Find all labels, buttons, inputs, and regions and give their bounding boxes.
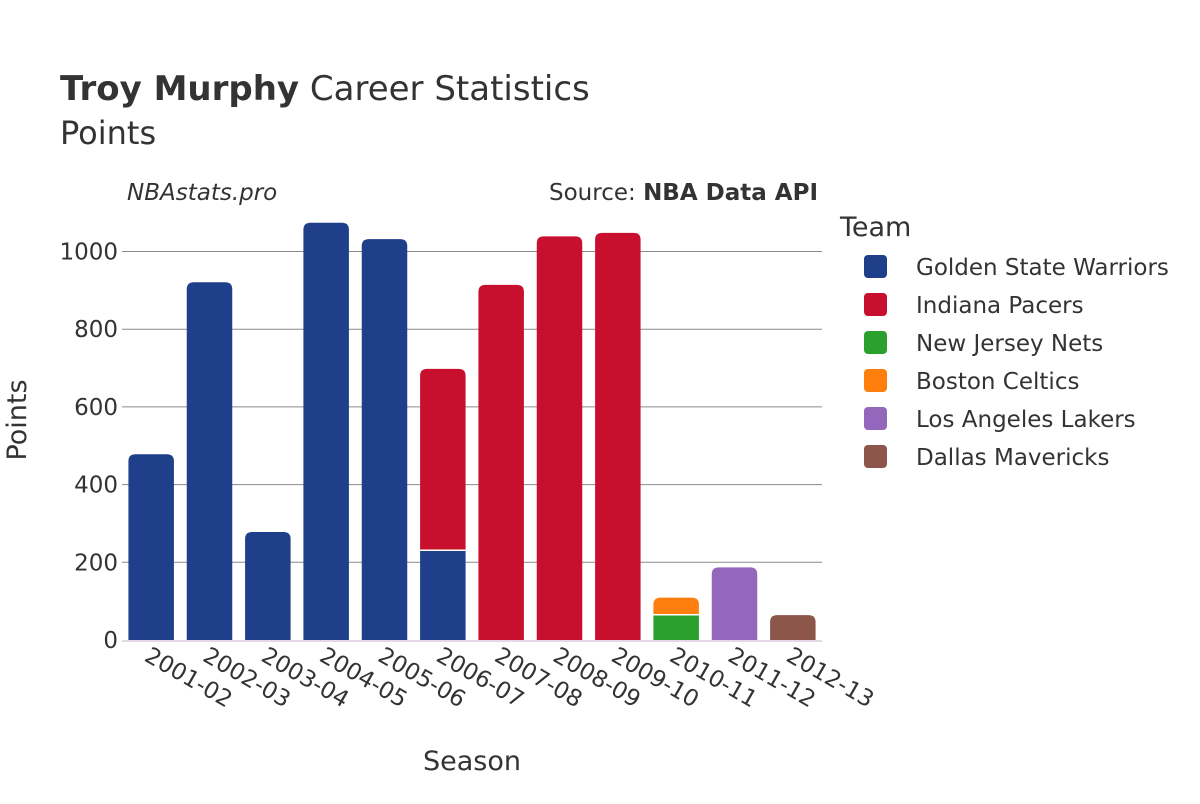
legend-label[interactable]: Los Angeles Lakers: [916, 407, 1136, 433]
legend-swatch[interactable]: [864, 255, 887, 278]
chart-title-bold: Troy Murphy: [60, 69, 299, 109]
bar-segment[interactable]: [770, 615, 816, 640]
legend-title: Team: [839, 212, 911, 243]
chart-title-rest: Career Statistics: [299, 69, 590, 109]
bars: [122, 222, 822, 642]
bar-segment[interactable]: [595, 232, 641, 641]
bar-segment[interactable]: [711, 567, 758, 640]
legend-swatch[interactable]: [864, 407, 887, 430]
chart-subtitle: Points: [60, 114, 156, 152]
x-axis-label: Season: [423, 746, 521, 777]
source-prefix: Source:: [549, 180, 643, 206]
bar-segment[interactable]: [653, 614, 699, 640]
y-tick-label: 600: [74, 395, 118, 421]
legend-swatch[interactable]: [864, 293, 887, 316]
y-tick-label: 200: [74, 550, 118, 576]
grid: [122, 251, 822, 563]
legend-label[interactable]: Indiana Pacers: [916, 293, 1084, 319]
legend-swatch[interactable]: [864, 445, 887, 468]
y-tick-label: 400: [74, 473, 118, 499]
chart-title: Troy Murphy Career Statistics: [60, 69, 590, 109]
source-name: NBA Data API: [643, 180, 818, 206]
y-tick-label: 800: [74, 317, 118, 343]
y-axis-label: Points: [2, 379, 33, 460]
bar-segment[interactable]: [186, 282, 233, 640]
legend: Team Golden State Warriors Indiana Pacers…: [839, 212, 1169, 471]
bar-segment[interactable]: [361, 239, 408, 640]
x-axis-ticks: 2001-022002-032003-042004-052005-062006-…: [140, 643, 878, 714]
bar-segment[interactable]: [420, 368, 466, 551]
y-tick-label: 1000: [59, 240, 118, 266]
bar-segment[interactable]: [420, 550, 466, 640]
legend-label[interactable]: Golden State Warriors: [916, 255, 1169, 281]
source-credit: Source: NBA Data API: [549, 180, 818, 206]
legend-swatch[interactable]: [864, 331, 887, 354]
legend-swatch[interactable]: [864, 369, 887, 392]
bar-segment[interactable]: [303, 222, 349, 640]
bar-segment[interactable]: [128, 454, 174, 640]
bar-segment[interactable]: [536, 236, 583, 640]
y-axis-ticks: 0 200 400 600 800 1000: [59, 240, 118, 655]
bar-segment[interactable]: [653, 597, 699, 615]
y-tick-label: 0: [103, 628, 118, 654]
watermark: NBAstats.pro: [127, 180, 277, 206]
legend-label[interactable]: New Jersey Nets: [916, 331, 1103, 357]
legend-label[interactable]: Dallas Mavericks: [916, 445, 1109, 471]
bar-segment[interactable]: [245, 531, 291, 640]
legend-label[interactable]: Boston Celtics: [916, 369, 1079, 395]
bar-segment[interactable]: [478, 284, 524, 640]
